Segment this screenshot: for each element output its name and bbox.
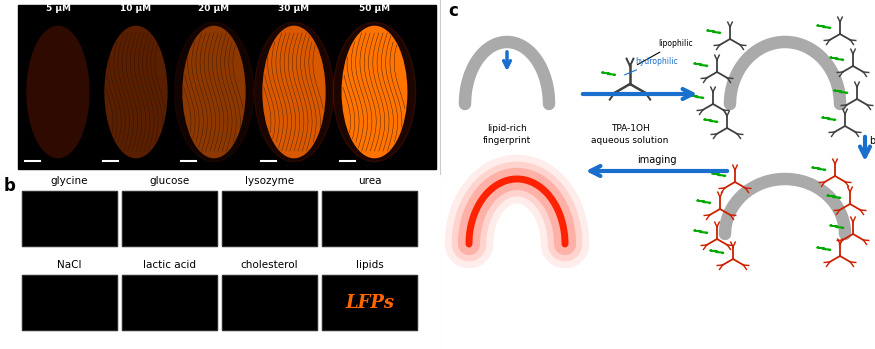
Bar: [22, 191, 117, 246]
Bar: [22, 275, 117, 330]
Bar: [322, 275, 417, 330]
Ellipse shape: [105, 27, 167, 158]
Bar: [122, 191, 217, 246]
Text: 10 μM: 10 μM: [121, 4, 151, 13]
Text: lysozyme: lysozyme: [245, 176, 294, 186]
Bar: [222, 275, 317, 330]
Text: imaging: imaging: [637, 155, 676, 165]
Bar: [122, 275, 217, 330]
Text: glycine: glycine: [51, 176, 88, 186]
Text: 50 μM: 50 μM: [359, 4, 390, 13]
Ellipse shape: [342, 27, 407, 158]
Ellipse shape: [174, 22, 254, 162]
Ellipse shape: [27, 27, 89, 158]
Bar: [122, 275, 217, 330]
Text: glucose: glucose: [150, 176, 190, 186]
Ellipse shape: [263, 27, 325, 158]
Bar: [445, 0, 875, 349]
Ellipse shape: [333, 22, 416, 162]
Text: NaCl: NaCl: [57, 260, 81, 270]
Bar: [22, 275, 117, 330]
Text: 5 μM: 5 μM: [46, 4, 71, 13]
Bar: [322, 275, 417, 330]
Text: urea: urea: [358, 176, 382, 186]
Text: a: a: [4, 2, 15, 20]
Text: lipids: lipids: [355, 260, 383, 270]
Bar: [222, 275, 317, 330]
Text: 20 μM: 20 μM: [199, 4, 229, 13]
Bar: [0, 175, 440, 349]
Text: 30 μM: 30 μM: [278, 4, 310, 13]
Bar: [322, 191, 417, 246]
Text: b: b: [4, 177, 16, 195]
Bar: [18, 5, 436, 169]
Bar: [22, 191, 117, 246]
Bar: [222, 191, 317, 246]
Text: lactic acid: lactic acid: [143, 260, 196, 270]
Bar: [222, 191, 317, 246]
Text: lipophilic: lipophilic: [637, 39, 693, 65]
Text: cholesterol: cholesterol: [241, 260, 298, 270]
Text: hydrophilic: hydrophilic: [625, 57, 677, 75]
Text: TPA-1OH
aqueous solution: TPA-1OH aqueous solution: [592, 124, 668, 145]
Text: LFPs: LFPs: [345, 294, 394, 312]
Text: c: c: [448, 2, 458, 20]
Ellipse shape: [255, 22, 333, 162]
Bar: [322, 191, 417, 246]
Bar: [122, 191, 217, 246]
Text: binding: binding: [869, 136, 875, 146]
Ellipse shape: [183, 27, 245, 158]
Text: lipid-rich
fingerprint: lipid-rich fingerprint: [483, 124, 531, 145]
